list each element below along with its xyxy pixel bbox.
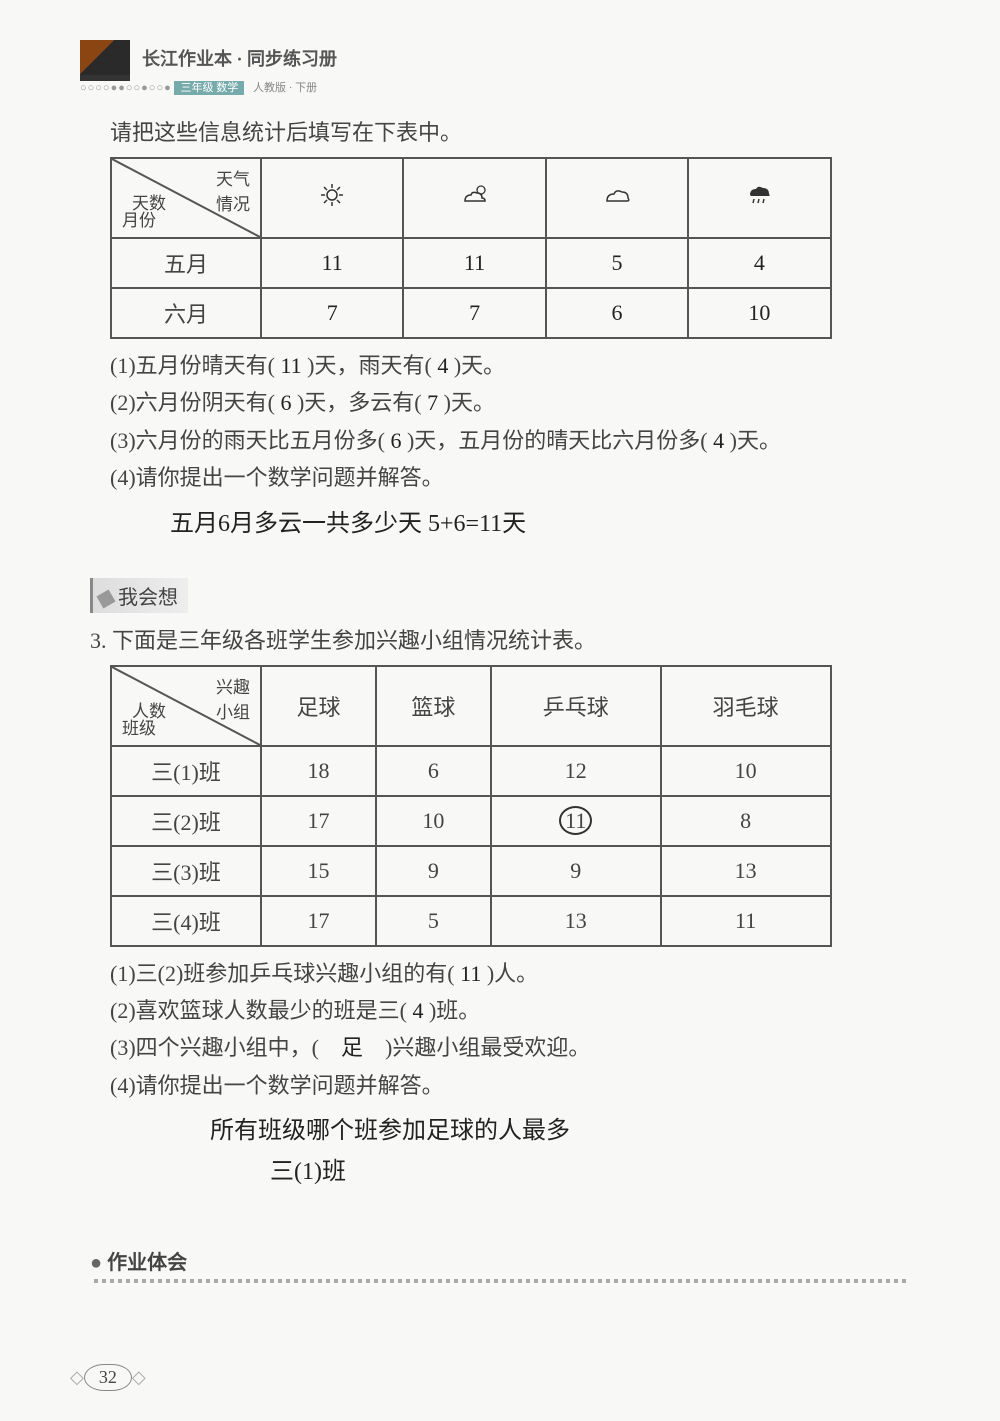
cell-value: 10 <box>688 288 830 338</box>
cell-value: 15 <box>261 846 376 896</box>
table-row: 五月 11 11 5 4 <box>111 238 831 288</box>
circled-value: 11 <box>559 806 592 835</box>
column-header: 足球 <box>261 666 376 746</box>
cell-value: 10 <box>376 796 491 846</box>
section-label-text: 我会想 <box>118 587 178 609</box>
cell-value: 11 <box>661 896 831 946</box>
pencil-icon <box>96 589 115 608</box>
section1-instruction: 请把这些信息统计后填写在下表中。 <box>110 115 910 147</box>
question-1: (1)三(2)班参加乒乓球兴趣小组的有( 11 )人。 <box>110 955 910 992</box>
question-2: (2)喜欢篮球人数最少的班是三( 4 )班。 <box>110 992 910 1029</box>
book-icon <box>80 40 130 75</box>
table-row: 三(2)班 17 10 11 8 <box>111 796 831 846</box>
footer-text: 作业体会 <box>107 1252 187 1274</box>
table-row: 六月 7 7 6 10 <box>111 288 831 338</box>
question-3: (3)四个兴趣小组中，( 足 )兴趣小组最受欢迎。 <box>110 1029 910 1066</box>
table-row: 三(3)班 15 9 9 13 <box>111 846 831 896</box>
partly-cloudy-icon <box>403 158 545 238</box>
cell-value: 6 <box>376 746 491 796</box>
page-number: ◇32◇ <box>70 1364 146 1391</box>
diag-middle-label: 人数 <box>132 697 166 722</box>
weather-table: 天气情况 月份 天数 五月 11 11 5 4 六月 7 7 6 10 <box>110 157 832 339</box>
answer: 11 <box>280 353 301 378</box>
cell-value: 5 <box>546 238 688 288</box>
main-content: 请把这些信息统计后填写在下表中。 天气情况 月份 天数 五月 11 11 5 4… <box>90 115 910 1283</box>
table-row: 三(4)班 17 5 13 11 <box>111 896 831 946</box>
row-label: 三(4)班 <box>111 896 261 946</box>
cell-value: 7 <box>403 288 545 338</box>
cell-value: 9 <box>491 846 661 896</box>
cell-value: 17 <box>261 796 376 846</box>
section1-questions: (1)五月份晴天有( 11 )天，雨天有( 4 )天。 (2)六月份阴天有( 6… <box>110 347 910 497</box>
cell-value: 6 <box>546 288 688 338</box>
question-2: (2)六月份阴天有( 6 )天，多云有( 7 )天。 <box>110 384 910 421</box>
cell-value: 11 <box>491 796 661 846</box>
answer: 4 <box>713 428 724 453</box>
section-label: 我会想 <box>90 578 188 613</box>
page-header: 长江作业本 · 同步练习册 ○○○○●●○○●○○● 三年级 数学 人教版 · … <box>80 40 940 95</box>
diag-top-label: 天气情况 <box>216 165 250 215</box>
cell-value: 13 <box>661 846 831 896</box>
book-title: 长江作业本 · 同步练习册 <box>142 45 337 71</box>
cell-value: 13 <box>491 896 661 946</box>
sunny-icon <box>261 158 403 238</box>
question-number: 3. <box>90 628 107 653</box>
row-label: 三(2)班 <box>111 796 261 846</box>
page-number-value: 32 <box>84 1364 132 1391</box>
cell-value: 8 <box>661 796 831 846</box>
handwritten-answer: 五月6月多云一共多少天 5+6=11天 <box>170 503 910 538</box>
class-table: 兴趣小组 班级 人数 足球 篮球 乒乓球 羽毛球 三(1)班 18 6 12 1… <box>110 665 832 947</box>
answer: 4 <box>437 353 448 378</box>
row-label: 三(3)班 <box>111 846 261 896</box>
row-label: 六月 <box>111 288 261 338</box>
cell-value: 10 <box>661 746 831 796</box>
answer: 7 <box>427 390 438 415</box>
question-4: (4)请你提出一个数学问题并解答。 <box>110 1067 910 1104</box>
question-3: (3)六月份的雨天比五月份多( 6 )天，五月份的晴天比六月份多( 4 )天。 <box>110 422 910 459</box>
decorative-dots: ○○○○●●○○●○○● <box>80 82 172 94</box>
answer: 6 <box>280 390 291 415</box>
cell-value: 18 <box>261 746 376 796</box>
publisher-label: 人教版 · 下册 <box>253 82 317 94</box>
section2-questions: (1)三(2)班参加乒乓球兴趣小组的有( 11 )人。 (2)喜欢篮球人数最少的… <box>110 955 910 1105</box>
row-label: 三(1)班 <box>111 746 261 796</box>
diag-top-label: 兴趣小组 <box>216 673 250 723</box>
table-diag-header: 兴趣小组 班级 人数 <box>111 666 261 746</box>
handwritten-answer-1: 所有班级哪个班参加足球的人最多 <box>210 1110 910 1145</box>
answer: 4 <box>412 998 423 1023</box>
cloudy-icon <box>546 158 688 238</box>
question-4: (4)请你提出一个数学问题并解答。 <box>110 459 910 496</box>
cell-value: 9 <box>376 846 491 896</box>
grade-badge: 三年级 数学 <box>174 81 244 95</box>
answer: 11 <box>460 961 481 986</box>
wavy-divider <box>90 1279 910 1283</box>
cell-value: 17 <box>261 896 376 946</box>
column-header: 羽毛球 <box>661 666 831 746</box>
cell-value: 7 <box>261 288 403 338</box>
footer-label: ● 作业体会 <box>90 1246 910 1275</box>
cell-value: 12 <box>491 746 661 796</box>
cell-value: 11 <box>261 238 403 288</box>
column-header: 篮球 <box>376 666 491 746</box>
table-diag-header: 天气情况 月份 天数 <box>111 158 261 238</box>
table-row: 三(1)班 18 6 12 10 <box>111 746 831 796</box>
row-label: 五月 <box>111 238 261 288</box>
handwritten-answer-2: 三(1)班 <box>270 1151 910 1186</box>
cell-value: 4 <box>688 238 830 288</box>
question-1: (1)五月份晴天有( 11 )天，雨天有( 4 )天。 <box>110 347 910 384</box>
answer: 足 <box>341 1035 363 1060</box>
header-subtitle: ○○○○●●○○●○○● 三年级 数学 人教版 · 下册 <box>80 79 940 95</box>
cell-value: 11 <box>403 238 545 288</box>
answer: 6 <box>390 428 401 453</box>
cell-value: 5 <box>376 896 491 946</box>
question3-title: 3. 下面是三年级各班学生参加兴趣小组情况统计表。 <box>90 623 910 655</box>
diag-middle-label: 天数 <box>132 189 166 214</box>
rainy-icon <box>688 158 830 238</box>
column-header: 乒乓球 <box>491 666 661 746</box>
question-title-text: 下面是三年级各班学生参加兴趣小组情况统计表。 <box>112 628 596 653</box>
